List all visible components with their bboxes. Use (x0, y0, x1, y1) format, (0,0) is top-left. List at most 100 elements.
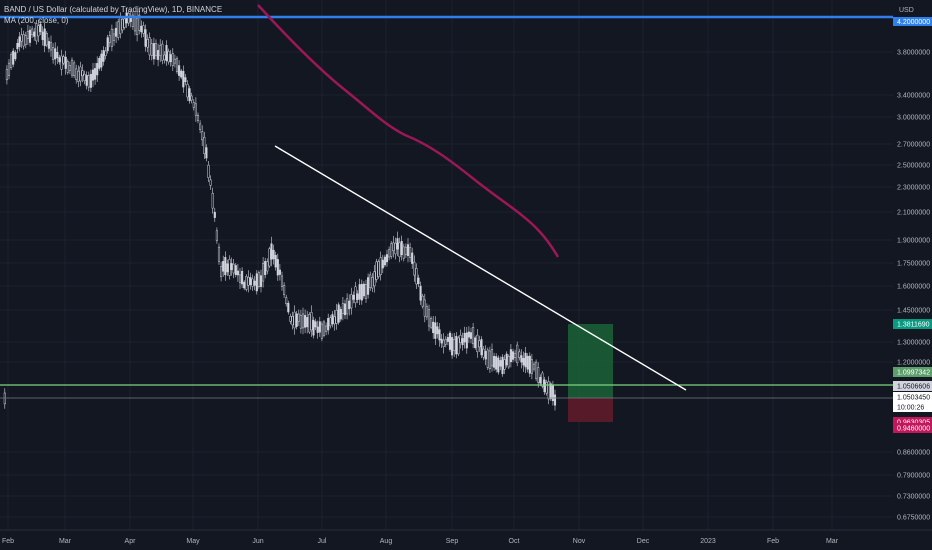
candle-body (549, 383, 552, 400)
candle-body (83, 73, 86, 82)
candle-body (66, 61, 69, 73)
price-tag (893, 319, 932, 329)
candle-body (442, 339, 445, 347)
candle-body (182, 70, 185, 88)
price-tick-label: 3.4000000 (897, 93, 930, 100)
candle-body (188, 88, 191, 102)
candle-body (73, 62, 76, 76)
candle-body (430, 318, 433, 328)
time-tick-label: 2023 (700, 538, 716, 545)
candle-body (400, 241, 403, 256)
candle-body (402, 246, 405, 259)
candle-body (509, 349, 512, 363)
candle-body (421, 295, 424, 307)
candle-body (262, 263, 265, 282)
candle-body (169, 54, 172, 63)
candle-body (144, 29, 147, 47)
candle-body (486, 349, 489, 368)
candle-body (249, 277, 252, 285)
candle-body (81, 70, 84, 77)
price-tag-label: 10:00:26 (897, 405, 924, 412)
price-tag-label: 1.3811690 (897, 322, 930, 329)
candle-body (427, 309, 431, 327)
candle-body (476, 334, 479, 353)
candle-body (60, 55, 63, 70)
candle-body (440, 338, 443, 344)
candle-body (301, 313, 305, 329)
candle-body (257, 272, 260, 287)
candle-body (148, 37, 151, 56)
price-tick-label: 3.8000000 (897, 50, 930, 57)
candle-body (268, 248, 271, 267)
candle-body (3, 392, 6, 405)
symbol-title[interactable]: BAND / US Dollar (calculated by TradingV… (4, 5, 223, 14)
candle-body (325, 325, 328, 332)
candle-body (270, 243, 273, 260)
candle-body (367, 277, 370, 295)
candle-body (316, 326, 319, 333)
candle-body (35, 23, 38, 42)
candle-body (104, 50, 107, 56)
price-tag (893, 392, 932, 402)
price-tick-label: 2.5000000 (897, 163, 930, 170)
candle-body (5, 69, 8, 81)
ma-indicator-label[interactable]: MA (200, close, 0) (4, 16, 69, 25)
candle-body (259, 275, 263, 287)
candle-body (272, 249, 275, 260)
candle-body (322, 321, 326, 336)
candle-body (398, 242, 401, 258)
price-axis[interactable]: USD 4.2000000 3.8000000 3.4000000 3.0000000 2… (893, 0, 932, 530)
candle-body (236, 270, 239, 276)
price-tag (893, 367, 932, 377)
candle-body (215, 230, 218, 241)
candle-body (514, 353, 517, 358)
time-tick-label: Oct (509, 538, 520, 545)
price-tick-label: 2.1000000 (897, 210, 930, 217)
candle-body (274, 254, 277, 268)
stop-zone[interactable] (568, 398, 613, 422)
candle-body (329, 317, 332, 327)
candle-body (396, 238, 399, 250)
candle-body (91, 69, 95, 81)
candle-body (480, 339, 483, 356)
time-tick-label: Jun (252, 538, 263, 545)
candle-body (224, 257, 227, 276)
candle-body (339, 309, 342, 320)
price-tick-label: 1.4500000 (897, 308, 930, 315)
candle-body (346, 298, 349, 315)
candle-body (465, 332, 468, 349)
candle-body (333, 316, 336, 325)
candle-body (47, 41, 50, 49)
candle-body (253, 280, 256, 286)
target-zone[interactable] (568, 324, 613, 398)
candle-body (318, 321, 321, 333)
candle-body (518, 351, 521, 358)
candle-body (190, 95, 193, 101)
candle-body (364, 284, 368, 299)
time-axis[interactable]: Feb Mar Apr May Jun Jul Aug Sep Oct Nov Dec 2023 Feb… (0, 529, 932, 550)
price-tick-label: 2.3000000 (897, 185, 930, 192)
descending-trendline[interactable] (274, 145, 687, 391)
candle-body (222, 261, 225, 272)
candle-body (327, 318, 330, 331)
price-tick-label: 1.2000000 (897, 360, 930, 367)
candle-body (379, 257, 382, 276)
ma-200-line[interactable] (257, 4, 560, 258)
candle-body (245, 276, 248, 290)
candle-body (390, 243, 393, 257)
candle-body (457, 337, 460, 355)
candle-body (220, 266, 223, 277)
price-tag (893, 423, 932, 433)
candle-body (417, 277, 420, 285)
candle-body (356, 293, 359, 300)
price-tag (893, 417, 932, 427)
candle-body (173, 58, 176, 64)
time-tick-label: Aug (380, 538, 393, 545)
price-tag-label: 1.0997342 (897, 370, 930, 377)
position-zones (568, 324, 613, 422)
candle-body (39, 23, 42, 33)
candle-body (358, 284, 361, 300)
candle-body (474, 337, 477, 348)
candle-body (194, 103, 197, 116)
